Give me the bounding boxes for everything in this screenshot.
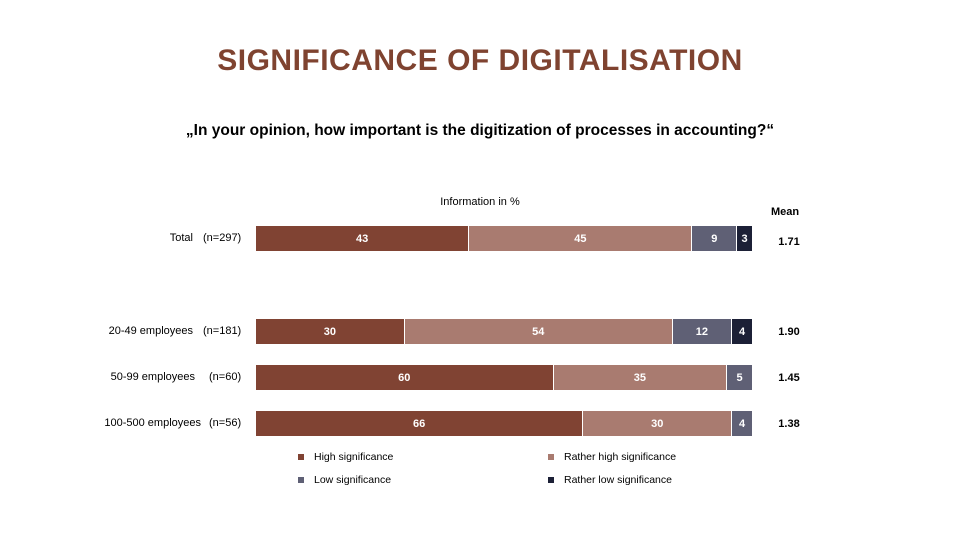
bar-segment: 54 — [404, 319, 673, 344]
bar-segment: 30 — [583, 411, 733, 436]
mean-header: Mean — [770, 206, 800, 218]
legend-item: Rather high significance — [548, 451, 676, 463]
legend-label: Low significance — [314, 474, 392, 486]
bar-segment: 4 — [732, 319, 752, 344]
stacked-bar: 66 30 4 — [256, 411, 752, 436]
bar-segment: 5 — [727, 365, 752, 390]
row-label: 20-49 employees — [108, 325, 193, 337]
sample-size: (n=56) — [209, 417, 242, 429]
stacked-bar: 30 54 12 4 — [256, 319, 752, 344]
sample-size: (n=297) — [203, 232, 242, 244]
legend-label: High significance — [314, 451, 394, 463]
bar-segment: 45 — [469, 226, 693, 251]
survey-question: „In your opinion, how important is the d… — [185, 122, 775, 139]
sample-size: (n=181) — [203, 325, 242, 337]
sample-size: (n=60) — [209, 371, 242, 383]
bar-segment: 4 — [732, 411, 752, 436]
legend-item: Rather low significance — [548, 474, 672, 486]
bar-segment: 66 — [256, 411, 584, 436]
mean-value: 1.71 — [778, 236, 800, 248]
bar-segment: 43 — [256, 226, 470, 251]
mean-value: 1.45 — [778, 372, 800, 384]
row-label: Total — [169, 232, 193, 244]
mean-value: 1.90 — [778, 326, 800, 338]
bar-segment: 12 — [672, 319, 733, 344]
legend-swatch — [548, 477, 554, 483]
legend-swatch — [298, 454, 304, 460]
bar-segment: 30 — [256, 319, 405, 344]
bar-segment: 60 — [256, 365, 554, 390]
stacked-bar: 43 45 9 3 — [256, 226, 752, 251]
bar-segment: 9 — [692, 226, 738, 251]
mean-value: 1.38 — [778, 418, 800, 430]
bar-segment: 3 — [737, 226, 752, 251]
bar-segment: 35 — [553, 365, 728, 390]
legend-swatch — [298, 477, 304, 483]
legend-label: Rather low significance — [564, 474, 672, 486]
legend-item: Low significance — [298, 474, 391, 486]
info-label: Information in % — [440, 196, 520, 208]
legend-item: High significance — [298, 451, 393, 463]
legend-swatch — [548, 454, 554, 460]
page-title: SIGNIFICANCE OF DIGITALISATION — [217, 44, 743, 77]
row-label: 100-500 employees — [104, 417, 201, 429]
legend-label: Rather high significance — [564, 451, 677, 463]
stacked-bar: 60 35 5 — [256, 365, 752, 390]
row-label: 50-99 employees — [110, 371, 195, 383]
